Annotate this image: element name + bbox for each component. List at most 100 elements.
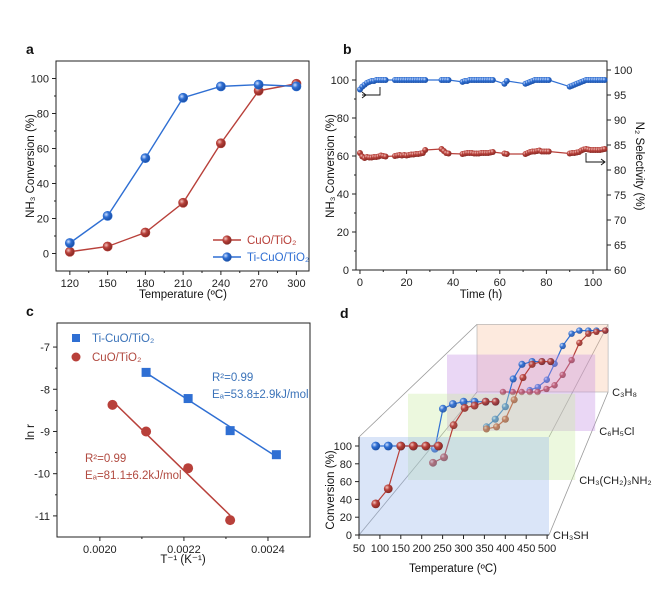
chart-a: Temperature (ºC) NH₃ Conversion (%) CuO/… <box>25 60 310 301</box>
chart-d-ytick-label: 40 <box>340 494 352 506</box>
annotation-cuo-r2: R²=0.99 <box>85 453 126 465</box>
point-ti-cuo <box>291 81 302 92</box>
point-selectivity <box>422 147 429 153</box>
point-red-layer2 <box>538 358 546 366</box>
layer-label: C₃H₈ <box>612 387 637 399</box>
legend-c-ti-cuo: Ti-CuO/TiO₂ <box>92 333 154 345</box>
chart-b-y2tick-label: 75 <box>614 190 626 202</box>
chart-a-ylabel: NH₃ Conversion (%) <box>25 114 37 218</box>
point-cuo <box>178 197 189 208</box>
point-red-layer2 <box>510 396 518 404</box>
chart-c-ytick-label: -9 <box>40 426 50 438</box>
chart-d-ytick-label: 20 <box>340 512 352 524</box>
chart-c: T⁻¹ (K⁻¹) ln r Ti-CuO/TiO₂ CuO/TiO₂ R²=0… <box>25 322 311 566</box>
point-red-layer3 <box>499 388 507 396</box>
chart-a-xtick-label: 180 <box>136 278 154 290</box>
chart-c-ytick-label: -11 <box>35 511 50 523</box>
point-conversion <box>489 77 496 83</box>
fit-line-ti-cuo <box>145 372 277 458</box>
point-selectivity <box>445 150 452 157</box>
point-red-layer0 <box>383 484 393 494</box>
point-cuo <box>183 463 194 474</box>
point-cuo <box>107 399 118 410</box>
line-cuo <box>69 83 297 253</box>
chart-b-y2tick-label: 80 <box>614 165 626 177</box>
point-blue-layer0 <box>371 441 381 451</box>
chart-b-xtick-label: 60 <box>494 277 506 289</box>
annotation-ti-r2: R²=0.99 <box>212 372 253 384</box>
point-blue-layer3 <box>576 327 583 334</box>
chart-d-xtick-label: 150 <box>392 543 410 555</box>
chart-c-ylabel: ln r <box>25 424 37 440</box>
chart-d-xtick-label: 250 <box>433 543 451 555</box>
point-blue-layer1 <box>439 404 447 413</box>
chart-c-ytick-label: -8 <box>40 384 50 396</box>
point-ti-cuo <box>183 394 193 404</box>
legend-marker-cuo <box>222 235 232 245</box>
right-arrowhead <box>600 158 606 166</box>
line-blue-layer3 <box>529 329 606 391</box>
point-red-layer3 <box>534 388 541 396</box>
chart-a-ytick-label: 80 <box>37 109 49 121</box>
chart-a-ytick-label: 0 <box>43 249 49 261</box>
legend-c-cuo: CuO/TiO₂ <box>92 352 141 364</box>
point-selectivity <box>545 148 552 155</box>
chart-d: Temperature (ºC) Conversion (%) C₃H₈ C₆H₅… <box>325 324 652 575</box>
chart-b-ytick-label: 100 <box>331 75 349 87</box>
point-blue-layer2 <box>509 375 517 383</box>
chart-b-y2tick-label: 60 <box>614 265 626 277</box>
chart-b-y2tick-label: 100 <box>614 65 632 77</box>
layer-plane-1 <box>408 393 576 480</box>
point-red-layer2 <box>528 360 536 368</box>
point-blue-layer3 <box>568 330 575 337</box>
chart-d-ytick-label: 0 <box>346 530 352 542</box>
right-axis-arrow <box>585 153 605 163</box>
chart-c-xlabel: T⁻¹ (K⁻¹) <box>160 554 206 566</box>
point-conversion <box>545 77 552 83</box>
panel-label-d: d <box>340 305 349 321</box>
chart-c-ytick-label: -7 <box>40 342 50 354</box>
point-red-layer3 <box>568 356 575 364</box>
point-red-layer1 <box>470 401 479 410</box>
point-conversion <box>601 77 608 83</box>
point-selectivity <box>503 151 510 157</box>
point-conversion <box>422 77 429 83</box>
chart-c-ytick-label: -10 <box>34 469 50 481</box>
left-axis-arrow <box>362 87 381 96</box>
chart-b-y2tick-label: 90 <box>614 115 626 127</box>
chart-b-xtick-label: 0 <box>357 277 363 289</box>
layer-label: CH₃(CH₂)₃NH₂ <box>579 475 652 487</box>
chart-b: Time (h) NH₃ Conversion (%) N₂ Selectivi… <box>325 60 645 301</box>
point-ti-cuo <box>64 238 75 248</box>
point-red-layer0 <box>408 441 418 451</box>
left-arrowhead <box>361 91 367 99</box>
chart-a-ytick-label: 60 <box>37 144 49 156</box>
chart-a-xtick-label: 150 <box>98 278 116 290</box>
chart-a-xtick-label: 300 <box>287 278 305 290</box>
box-edge <box>358 324 478 438</box>
chart-b-ytick-label: 0 <box>343 265 349 277</box>
point-ti-cuo <box>140 153 151 164</box>
point-blue-layer2 <box>518 360 526 368</box>
chart-b-ytick-label: 20 <box>337 227 349 239</box>
point-selectivity <box>382 153 389 160</box>
panel-label-c: c <box>26 303 34 319</box>
panel-label-a: a <box>26 41 34 57</box>
point-blue-layer1 <box>459 397 468 406</box>
point-red-layer0 <box>421 441 431 451</box>
point-blue-layer0 <box>383 441 393 451</box>
point-red-layer3 <box>518 388 525 396</box>
chart-b-ytick-label: 40 <box>337 189 349 201</box>
point-conversion <box>445 77 452 83</box>
chart-a-xtick-label: 120 <box>61 278 79 290</box>
chart-b-y2tick-label: 65 <box>614 240 626 252</box>
annotation-cuo-ea: Eₐ=81.1±6.2kJ/mol <box>85 470 182 482</box>
chart-b-ytick-label: 60 <box>337 151 349 163</box>
point-red-layer0 <box>396 441 406 451</box>
legend-c-square-marker <box>72 334 80 342</box>
point-ti-cuo <box>215 81 226 92</box>
chart-d-xtick-label: 400 <box>496 543 514 555</box>
point-red-layer1 <box>429 458 437 467</box>
chart-b-xtick-label: 100 <box>584 277 602 289</box>
point-red-layer3 <box>509 388 516 396</box>
